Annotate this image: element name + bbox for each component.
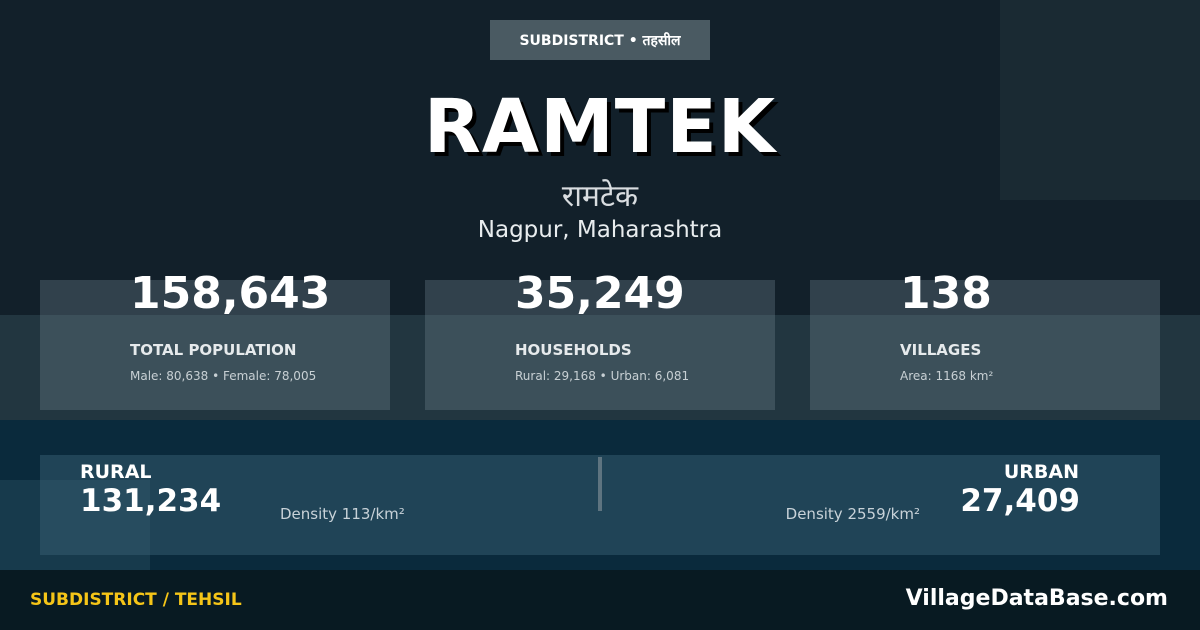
rural-density: Density 113/km² — [280, 505, 405, 523]
urban-label: URBAN — [1003, 461, 1079, 483]
page-title: RAMTEK — [423, 84, 777, 170]
urban-density: Density 2559/km² — [785, 505, 920, 523]
stat-value: 138 — [900, 268, 992, 319]
background-band — [0, 315, 1200, 420]
rural-value: 131,234 — [80, 483, 222, 519]
stat-detail: Area: 1168 km² — [900, 369, 994, 383]
site-name[interactable]: VillageDataBase.com — [905, 586, 1168, 611]
stat-value: 158,643 — [130, 268, 331, 319]
footer-bar — [0, 570, 1200, 630]
stat-value: 35,249 — [515, 268, 685, 319]
stat-card-households: 35,249 HOUSEHOLDS Rural: 29,168 • Urban:… — [425, 268, 775, 410]
location: Nagpur, Maharashtra — [477, 217, 723, 243]
stat-label: VILLAGES — [900, 341, 982, 359]
title-hindi: रामटेक — [561, 179, 639, 214]
stat-card-villages: 138 VILLAGES Area: 1168 km² — [810, 268, 1160, 410]
background-decor-square — [0, 480, 150, 570]
urban-value: 27,409 — [960, 483, 1080, 519]
background-decor-square — [1000, 0, 1200, 200]
rural-urban-panel: RURAL 131,234 Density 113/km² Density 25… — [40, 455, 1160, 555]
stat-card-population: 158,643 TOTAL POPULATION Male: 80,638 • … — [40, 268, 390, 410]
stat-label: TOTAL POPULATION — [130, 341, 297, 359]
stat-detail: Rural: 29,168 • Urban: 6,081 — [515, 369, 690, 383]
type-badge: SUBDISTRICT • तहसील — [490, 20, 710, 60]
divider — [598, 457, 602, 511]
footer-category: SUBDISTRICT / TEHSIL — [30, 590, 242, 610]
stat-label: HOUSEHOLDS — [515, 341, 632, 359]
stat-detail: Male: 80,638 • Female: 78,005 — [130, 369, 317, 383]
rural-label: RURAL — [80, 461, 152, 483]
